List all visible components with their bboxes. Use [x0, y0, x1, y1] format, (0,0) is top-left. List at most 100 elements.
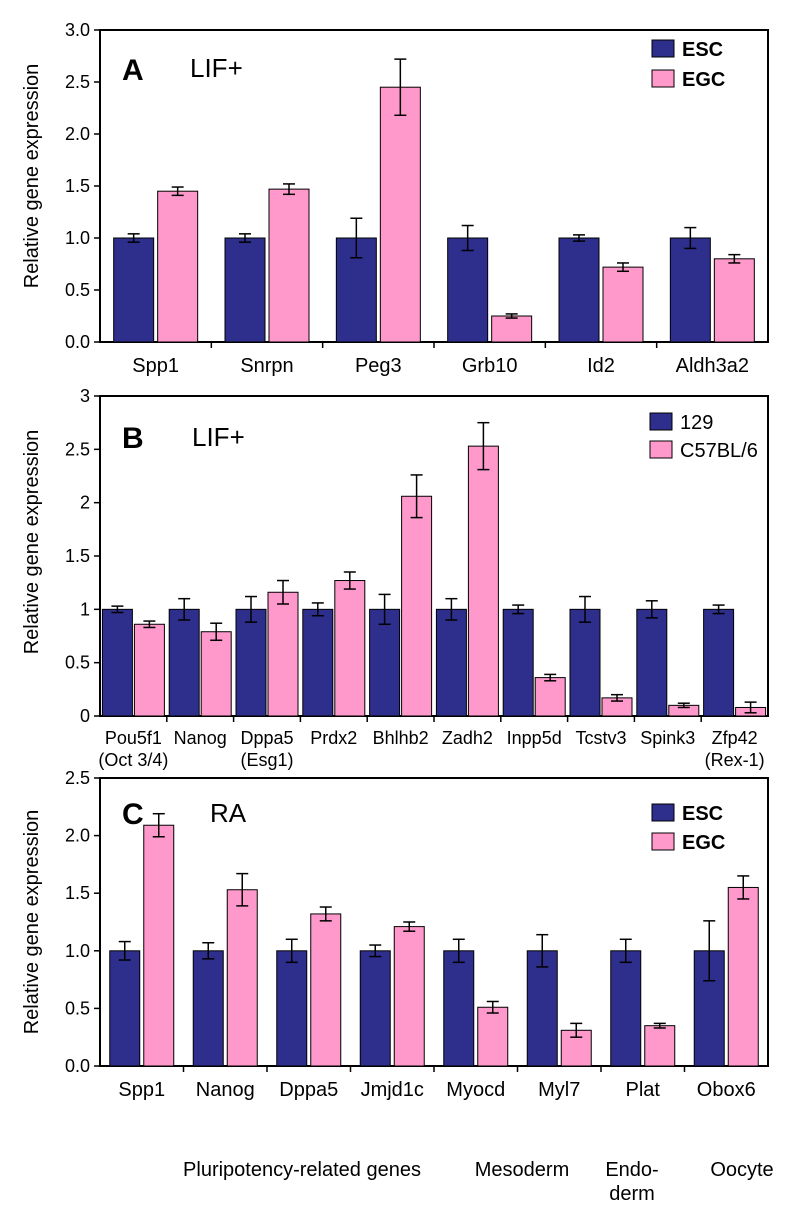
panel-a-letter: A [122, 54, 144, 87]
panel-b-category-label: (Esg1) [240, 750, 293, 770]
panel-b-bar-c57bl6 [534, 677, 566, 717]
panel-a-category-label: Peg3 [355, 355, 402, 377]
group-label-endoderm-1: Endo- [605, 1159, 658, 1181]
panel-b-legend: 129 C57BL/6 [649, 412, 758, 462]
legend-label-egc: EGC [682, 69, 725, 91]
panel-b-bar-129 [636, 608, 668, 717]
panel-c-bar-egc [727, 886, 759, 1067]
panel-c-bar-esc [443, 950, 475, 1067]
panel-b-category-label: Nanog [174, 728, 227, 748]
panel-b-ytick-label: 1 [80, 599, 90, 619]
panel-b-category-label: (Oct 3/4) [98, 750, 168, 770]
panel-a-bar-esc [447, 237, 489, 343]
panel-b-bar-c57bl6 [401, 495, 433, 717]
legend-swatch-esc [651, 39, 675, 58]
panel-c-ytick-label: 2.0 [65, 826, 90, 846]
panel-c-bar-egc [644, 1025, 676, 1067]
panel-c-category-label: Nanog [196, 1079, 255, 1101]
panel-c: C RA Relative gene expression ESC EGC Pl… [21, 768, 774, 1205]
legend-swatch-c57bl6 [649, 440, 673, 459]
panel-c-bar-egc [226, 889, 258, 1067]
panel-b-category-label: Zfp42 [712, 728, 758, 748]
panel-c-ytick-label: 1.0 [65, 941, 90, 961]
panel-b-bar-129 [302, 608, 334, 717]
panel-c-category-label: Myl7 [538, 1079, 580, 1101]
panel-b-bar-129 [502, 608, 534, 717]
legend-label-esc: ESC [682, 39, 723, 61]
panel-c-condition-label: RA [210, 798, 247, 828]
panel-c-ytick-label: 0.0 [65, 1056, 90, 1076]
panel-a-ylabel: Relative gene expression [21, 64, 43, 289]
panel-a-condition-label: LIF+ [190, 53, 243, 83]
legend-swatch-egc-c [651, 832, 675, 851]
panel-b-bar-129 [101, 608, 133, 717]
panel-a-ytick-label: 1.0 [65, 228, 90, 248]
legend-label-esc-c: ESC [682, 803, 723, 825]
panel-b-ylabel: Relative gene expression [21, 430, 43, 655]
panel-b-category-label: Tcstv3 [575, 728, 626, 748]
group-label-oocyte: Oocyte [710, 1159, 773, 1181]
panel-b-ytick-label: 2.5 [65, 439, 90, 459]
panel-b-bar-129 [235, 608, 267, 717]
panel-c-bar-esc [526, 950, 558, 1067]
panel-c-ylabel: Relative gene expression [21, 810, 43, 1035]
legend-label-egc-c: EGC [682, 832, 725, 854]
panel-b-bar-129 [435, 608, 467, 717]
panel-a-bar-egc [602, 266, 644, 343]
panel-b-category-label: Dppa5 [240, 728, 293, 748]
panel-b-category-label: (Rex-1) [705, 750, 765, 770]
legend-swatch-egc [651, 69, 675, 88]
panel-a-ytick-label: 2.5 [65, 72, 90, 92]
panel-a-bar-egc [491, 315, 533, 343]
panel-a-bar-egc [157, 190, 199, 343]
panel-b-letter: B [122, 422, 144, 455]
panel-c-bar-esc [359, 950, 391, 1067]
panel-c-category-label: Myocd [446, 1079, 505, 1101]
legend-label-129: 129 [680, 412, 713, 434]
panel-c-legend: ESC EGC [651, 803, 725, 854]
panel-c-ytick-label: 2.5 [65, 768, 90, 788]
group-label-pluripotency: Pluripotency-related genes [183, 1159, 421, 1181]
panel-a-bar-egc [268, 188, 310, 343]
panel-b-ytick-label: 3 [80, 386, 90, 406]
panel-b-ytick-label: 0.5 [65, 653, 90, 673]
panel-a-bar-esc [558, 237, 600, 343]
panel-b-ytick-label: 1.5 [65, 546, 90, 566]
panel-c-bar-egc [477, 1006, 509, 1067]
panel-a-bar-esc [669, 237, 711, 343]
panel-c-ytick-label: 0.5 [65, 998, 90, 1018]
panel-b-bar-c57bl6 [267, 591, 299, 717]
panel-b-bar-c57bl6 [200, 631, 232, 717]
panel-c-category-label: Obox6 [697, 1079, 756, 1101]
panel-a-bar-esc [224, 237, 266, 343]
panel-b-condition-label: LIF+ [192, 422, 245, 452]
panel-c-bar-egc [310, 913, 342, 1067]
panel-a: A LIF+ Relative gene expression ESC EGC … [21, 20, 769, 377]
panel-a-ytick-label: 3.0 [65, 20, 90, 40]
panel-a-category-label: Grb10 [462, 355, 518, 377]
panel-c-bar-esc [109, 950, 141, 1067]
panel-b-category-label: Prdx2 [310, 728, 357, 748]
panel-b-ytick-label: 0 [80, 706, 90, 726]
panel-c-bar-esc [192, 950, 224, 1067]
legend-swatch-129 [649, 412, 673, 431]
legend-swatch-esc-c [651, 803, 675, 822]
panel-c-ytick-label: 1.5 [65, 883, 90, 903]
panel-a-ytick-label: 2.0 [65, 124, 90, 144]
panel-c-category-label: Plat [626, 1079, 661, 1101]
legend-label-c57bl6: C57BL/6 [680, 440, 758, 462]
panel-c-category-label: Dppa5 [279, 1079, 338, 1101]
panel-a-bar-egc [379, 86, 421, 343]
panel-b: B LIF+ Relative gene expression 129 C57B… [21, 386, 769, 770]
group-label-mesoderm: Mesoderm [475, 1159, 569, 1181]
panel-c-category-label: Spp1 [118, 1079, 165, 1101]
group-label-endoderm-2: derm [609, 1183, 655, 1205]
panel-b-bar-129 [569, 608, 601, 717]
panel-a-ytick-label: 1.5 [65, 176, 90, 196]
panel-a-ytick-label: 0.0 [65, 332, 90, 352]
panel-b-category-label: Pou5f1 [105, 728, 162, 748]
panel-a-category-label: Spp1 [132, 355, 179, 377]
panel-a-ytick-label: 0.5 [65, 280, 90, 300]
panel-a-category-label: Id2 [587, 355, 615, 377]
